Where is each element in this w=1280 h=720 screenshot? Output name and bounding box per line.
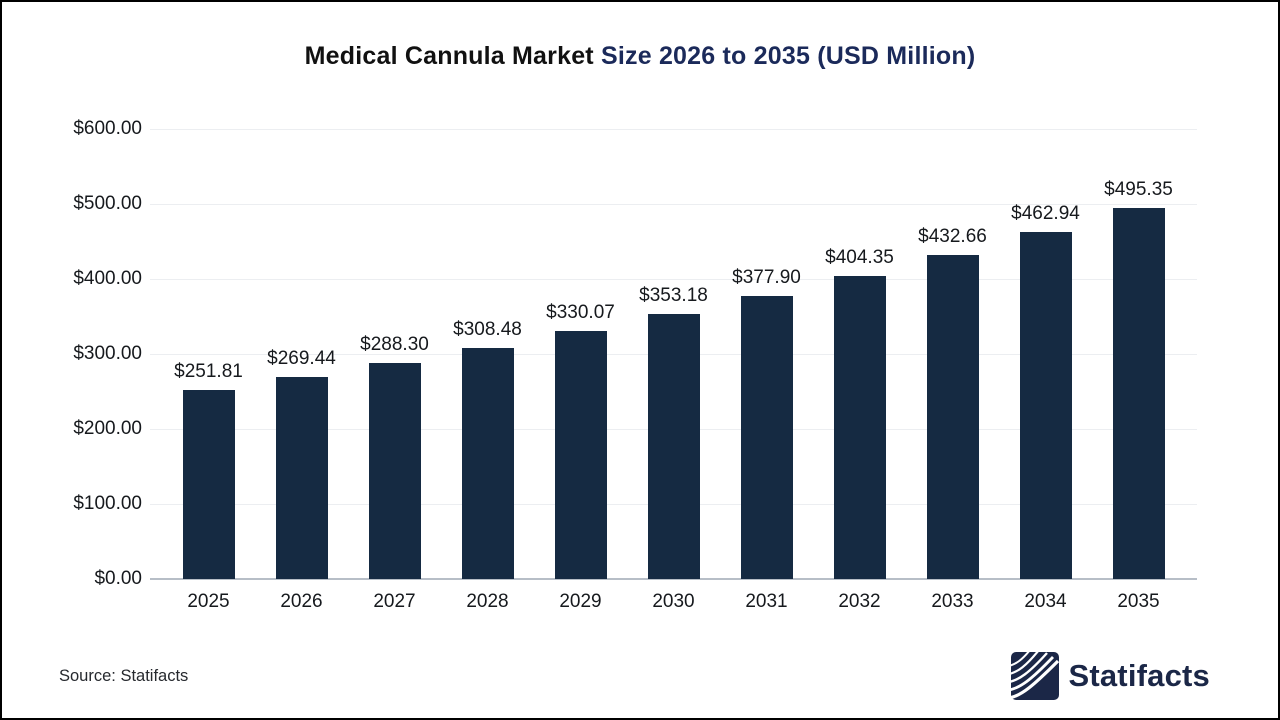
chart-title-highlight: Size 2026 to 2035 (USD Million) bbox=[600, 42, 976, 70]
gridline bbox=[150, 129, 1197, 130]
statifacts-wave-icon bbox=[1009, 649, 1060, 700]
bar-value-label: $432.66 bbox=[918, 225, 987, 247]
x-axis-tick-label: 2025 bbox=[187, 591, 230, 612]
bar bbox=[647, 314, 700, 579]
y-axis-tick-label: $600.00 bbox=[73, 118, 142, 139]
bar bbox=[182, 390, 235, 579]
bars-row: $251.81 2025 $269.44 2026 $288.30 2027 $308.48… bbox=[162, 129, 1185, 613]
bar-value-label: $353.18 bbox=[639, 285, 708, 307]
bar-column: $288.30 2027 bbox=[348, 129, 441, 612]
bar bbox=[275, 376, 328, 579]
x-axis-tick-label: 2027 bbox=[373, 591, 416, 612]
bar bbox=[740, 295, 793, 579]
bar-value-label: $462.94 bbox=[1011, 202, 1080, 224]
y-axis-tick-label: $200.00 bbox=[73, 418, 142, 439]
bar-column: $404.35 2032 bbox=[813, 129, 906, 612]
brand-name: Statifacts bbox=[1068, 658, 1210, 693]
bar bbox=[833, 275, 886, 579]
bar-value-label: $377.90 bbox=[732, 266, 801, 288]
y-axis-tick-label: $400.00 bbox=[73, 268, 142, 289]
bar-column: $308.48 2028 bbox=[441, 129, 534, 612]
gridline bbox=[150, 204, 1197, 205]
bar-column: $269.44 2026 bbox=[255, 129, 348, 612]
chart-title: Medical Cannula Market Size 2026 to 2035… bbox=[2, 42, 1278, 71]
plot-area: $251.81 2025 $269.44 2026 $288.30 2027 $308.48… bbox=[150, 129, 1197, 613]
chart-title-main: Medical Cannula Market bbox=[304, 42, 601, 70]
bar bbox=[554, 331, 607, 579]
bar-value-label: $495.35 bbox=[1104, 178, 1173, 200]
y-axis-tick-label: $100.00 bbox=[73, 493, 142, 514]
bar bbox=[368, 362, 421, 579]
bar-column: $353.18 2030 bbox=[627, 129, 720, 612]
bar-value-label: $404.35 bbox=[825, 246, 894, 268]
x-axis-tick-label: 2029 bbox=[559, 591, 602, 612]
x-axis-tick-label: 2032 bbox=[838, 591, 881, 612]
bar-column: $377.90 2031 bbox=[720, 129, 813, 612]
gridline bbox=[150, 279, 1197, 280]
bar-column: $432.66 2033 bbox=[906, 129, 999, 613]
source-note: Source: Statifacts bbox=[59, 667, 189, 685]
bar bbox=[1112, 207, 1165, 579]
brand-lockup: Statifacts bbox=[1009, 649, 1210, 700]
bar-value-label: $330.07 bbox=[546, 302, 615, 324]
bar-value-label: $269.44 bbox=[267, 347, 336, 369]
x-axis-tick-label: 2035 bbox=[1117, 591, 1160, 612]
bar bbox=[461, 347, 514, 579]
x-axis-tick-label: 2033 bbox=[931, 591, 974, 612]
bar bbox=[926, 254, 979, 579]
y-axis-tick-label: $0.00 bbox=[94, 568, 142, 589]
bar-column: $462.94 2034 bbox=[999, 129, 1092, 612]
bar-column: $495.35 2035 bbox=[1092, 129, 1185, 613]
x-axis-tick-label: 2028 bbox=[466, 591, 509, 612]
x-axis-tick-label: 2031 bbox=[745, 591, 788, 612]
y-axis: $0.00 $100.00 $200.00 $300.00 $400.00 $500.00… bbox=[2, 118, 142, 589]
bar-column: $251.81 2025 bbox=[162, 129, 255, 612]
y-axis-tick-label: $300.00 bbox=[73, 343, 142, 364]
y-axis-tick-label: $500.00 bbox=[73, 193, 142, 214]
bar-column: $330.07 2029 bbox=[534, 129, 627, 612]
x-axis-tick-label: 2026 bbox=[280, 591, 323, 612]
bar-value-label: $251.81 bbox=[174, 361, 243, 383]
bar-value-label: $288.30 bbox=[360, 333, 429, 355]
x-axis-tick-label: 2030 bbox=[652, 591, 695, 612]
x-axis-line bbox=[150, 578, 1197, 580]
bar bbox=[1019, 231, 1072, 579]
bar-value-label: $308.48 bbox=[453, 318, 522, 340]
x-axis-tick-label: 2034 bbox=[1024, 591, 1067, 612]
